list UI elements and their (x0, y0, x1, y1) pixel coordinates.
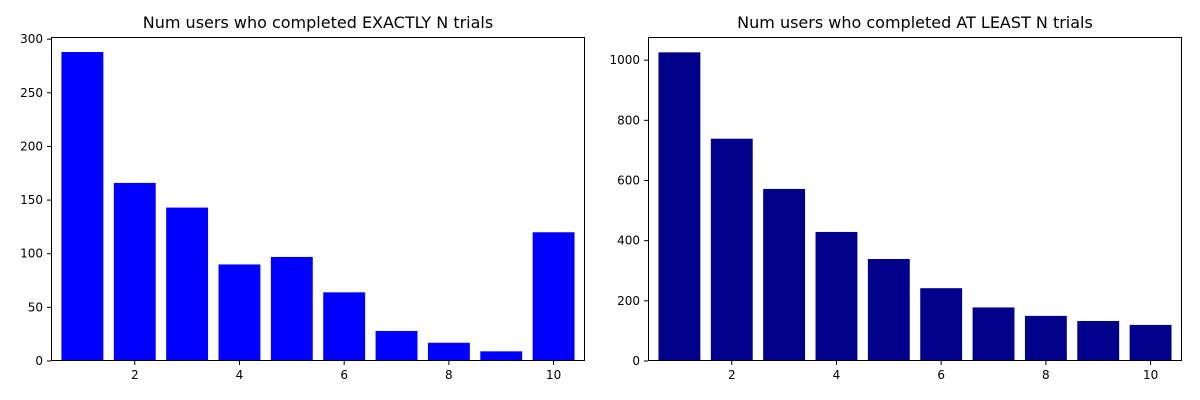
y-tick-label: 150 (20, 193, 43, 207)
bar-n-3 (763, 188, 806, 361)
chart-at-least-n-trials: Num users who completed AT LEAST N trial… (609, 13, 1182, 382)
x-tick-label: 10 (1143, 368, 1158, 382)
chart-exactly-n-trials: Num users who completed EXACTLY N trials… (20, 13, 585, 382)
bar-n-9 (480, 351, 523, 361)
x-tick-label: 4 (833, 368, 841, 382)
axes-frame (51, 37, 585, 361)
x-tick-label: 8 (1042, 368, 1050, 382)
bar-n-10 (532, 232, 575, 361)
y-tick-label: 100 (20, 247, 43, 261)
bar-n-7 (375, 330, 418, 361)
y-tick-label: 800 (617, 113, 640, 127)
bar-n-1 (658, 52, 701, 361)
y-tick-label: 200 (617, 294, 640, 308)
x-tick-label: 2 (131, 368, 139, 382)
bar-n-9 (1077, 320, 1120, 361)
axes-frame (648, 37, 1182, 361)
bar-n-2 (710, 138, 753, 361)
x-tick-label: 10 (546, 368, 561, 382)
x-tick-label: 4 (236, 368, 244, 382)
bar-n-2 (113, 182, 156, 361)
bar-n-7 (972, 307, 1015, 361)
bar-n-4 (815, 231, 858, 361)
bar-n-6 (323, 292, 366, 361)
y-tick-label: 200 (20, 139, 43, 153)
bar-n-5 (270, 256, 313, 361)
y-tick-label: 1000 (609, 53, 640, 67)
bar-n-8 (427, 342, 470, 361)
y-tick-label: 250 (20, 86, 43, 100)
chart-title: Num users who completed AT LEAST N trial… (737, 13, 1093, 32)
x-tick-label: 2 (728, 368, 736, 382)
bar-n-6 (920, 288, 963, 361)
bar-n-5 (867, 259, 910, 361)
x-tick-label: 6 (937, 368, 945, 382)
bar-n-8 (1024, 315, 1067, 361)
y-tick-label: 600 (617, 173, 640, 187)
bar-n-10 (1129, 324, 1172, 361)
y-tick-label: 0 (632, 354, 640, 368)
bar-n-1 (61, 52, 104, 361)
y-tick-label: 0 (35, 354, 43, 368)
y-tick-label: 50 (28, 300, 43, 314)
bar-n-3 (166, 207, 209, 361)
bar-n-4 (218, 264, 261, 361)
chart-title: Num users who completed EXACTLY N trials (143, 13, 493, 32)
y-tick-label: 400 (617, 234, 640, 248)
x-tick-label: 6 (340, 368, 348, 382)
x-tick-label: 8 (445, 368, 453, 382)
y-tick-label: 300 (20, 32, 43, 46)
